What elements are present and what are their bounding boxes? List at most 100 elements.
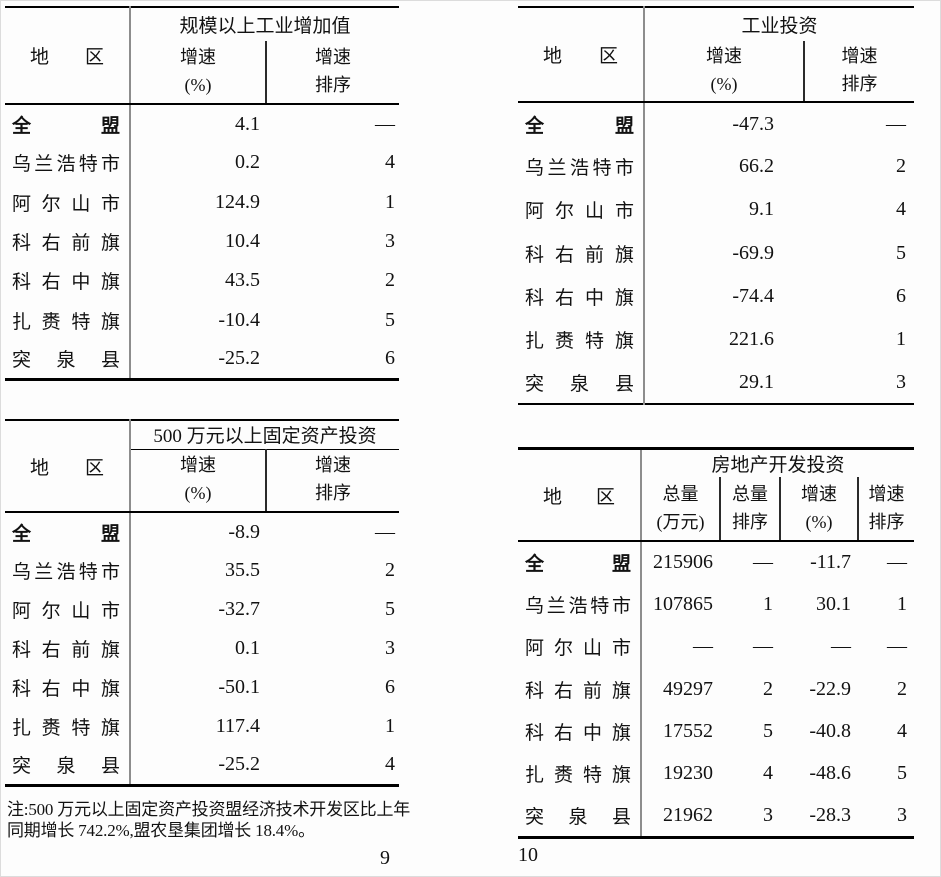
growth-rank-cell: 4 (897, 719, 908, 742)
table-row: 科右前旗 0.1 3 (5, 629, 399, 668)
table-row: 突泉县 -25.2 4 (5, 746, 399, 785)
table-row: 突泉县 21962 3 -28.3 3 (518, 794, 914, 838)
rank-cell: 6 (385, 676, 396, 698)
table-row: 阿尔山市 — — — — (518, 625, 914, 668)
table-row: 全盟 -47.3 — (518, 102, 914, 146)
value-cell: 0.1 (235, 637, 260, 659)
region-header-cell: 地区 (518, 448, 642, 542)
region-cell: 乌兰浩特市 (12, 562, 120, 583)
total-rank-cell: 4 (763, 762, 773, 785)
value-cell: -69.9 (732, 241, 774, 264)
value-cell: 0.2 (235, 151, 260, 174)
rank-cell: — (375, 112, 396, 135)
col-header-growth: 增速 (%) (130, 41, 266, 105)
table-span-title: 房地产开发投资 (711, 455, 845, 476)
col-header-growth: 增速 (%) (779, 477, 858, 542)
total-rank-cell: 2 (763, 677, 773, 700)
region-cell: 科右前旗 (12, 233, 120, 255)
value-cell: -50.1 (218, 676, 260, 698)
value-cell: -32.7 (218, 598, 260, 620)
rank-cell: 4 (385, 151, 396, 174)
table-real-estate-investment: 地区 房地产开发投资 总量 (万元) 总量 排序 增速 (%) 增速 排序 全盟 2159… (518, 447, 915, 839)
region-cell: 扎赉特旗 (12, 311, 120, 333)
total-rank-cell: — (753, 551, 773, 574)
region-header-cell: 地区 (5, 7, 131, 105)
growth-cell: -11.7 (810, 551, 851, 574)
value-cell: 221.6 (729, 328, 774, 351)
table-row: 扎赉特旗 19230 4 -48.6 5 (518, 752, 914, 795)
growth-rank-cell: 2 (897, 677, 908, 700)
rank-cell: 4 (385, 753, 396, 776)
region-cell: 全盟 (12, 115, 120, 137)
region-header-cell: 地区 (5, 420, 131, 513)
page-number-right: 10 (518, 844, 538, 866)
growth-rank-cell: 1 (897, 592, 908, 615)
rank-cell: 5 (385, 598, 396, 620)
region-cell: 科右前旗 (525, 244, 634, 266)
table-row: 乌兰浩特市 107865 1 30.1 1 (518, 583, 914, 626)
col-header-total-rank: 总量 排序 (719, 477, 780, 542)
total-cell: 17552 (663, 719, 713, 742)
rank-cell: 6 (896, 284, 907, 307)
region-header-cell: 地区 (518, 7, 645, 103)
rank-cell: 3 (385, 637, 396, 659)
rank-cell: 2 (385, 559, 396, 581)
total-cell: 19230 (663, 762, 713, 785)
table-row: 全盟 4.1 — (5, 104, 399, 144)
rank-cell: 5 (896, 241, 907, 264)
total-rank-cell: 5 (763, 719, 773, 742)
table-span-title: 规模以上工业增加值 (179, 16, 351, 37)
col-header-growth-rank: 增速 排序 (264, 41, 400, 105)
total-cell: 21962 (663, 803, 713, 826)
rank-cell: 4 (896, 198, 907, 221)
region-header-label: 地区 (30, 457, 104, 479)
value-cell: -25.2 (218, 753, 260, 776)
rank-cell: 1 (385, 715, 396, 737)
table-row: 科右中旗 17552 5 -40.8 4 (518, 710, 914, 753)
col-header-growth-rank: 增速 排序 (856, 477, 915, 542)
region-cell: 全盟 (525, 115, 634, 137)
rank-cell: 1 (896, 328, 907, 351)
value-cell: 66.2 (739, 155, 774, 178)
growth-cell: — (831, 635, 851, 658)
col-header-growth: 增速 (%) (130, 449, 266, 513)
table-row: 科右中旗 -74.4 6 (518, 274, 914, 318)
region-cell: 科右中旗 (12, 272, 120, 294)
value-cell: -47.3 (732, 112, 774, 135)
region-header-label: 地区 (543, 486, 615, 508)
region-cell: 科右中旗 (12, 679, 120, 700)
rank-cell: 2 (896, 155, 907, 178)
region-cell: 乌兰浩特市 (525, 158, 634, 180)
region-cell: 科右中旗 (525, 287, 634, 309)
table-row: 阿尔山市 124.9 1 (5, 182, 399, 222)
region-cell: 科右前旗 (525, 680, 631, 702)
table-row: 扎赉特旗 -10.4 5 (5, 300, 399, 340)
region-cell: 扎赉特旗 (525, 331, 634, 353)
value-cell: -25.2 (218, 347, 260, 370)
table-row: 科右前旗 49297 2 -22.9 2 (518, 667, 914, 711)
footnote: 注:500 万元以上固定资产投资盟经济技术开发区比上年 同期增长 742.2%,… (7, 800, 427, 841)
table-industrial-added-value: 地区 规模以上工业增加值 增速 (%) 增速 排序 全盟 4.1 — 乌兰浩特市 0.2 4… (5, 6, 400, 381)
region-cell: 阿尔山市 (12, 193, 120, 215)
region-cell: 科右前旗 (12, 640, 120, 661)
table-row: 扎赉特旗 221.6 1 (518, 317, 914, 362)
table-row: 阿尔山市 9.1 4 (518, 188, 914, 232)
growth-rank-cell: 3 (897, 803, 908, 826)
region-cell: 全盟 (12, 523, 120, 545)
total-rank-cell: 1 (763, 592, 773, 615)
table-industrial-investment: 地区 工业投资 增速 (%) 增速 排序 全盟 -47.3 — 乌兰浩特市 66.2 2 阿… (518, 6, 915, 406)
total-cell: 107865 (653, 592, 713, 615)
region-cell: 阿尔山市 (12, 601, 120, 622)
value-cell: 4.1 (235, 112, 260, 135)
growth-cell: -28.3 (809, 803, 851, 826)
table-row: 乌兰浩特市 0.2 4 (5, 143, 399, 183)
region-cell: 阿尔山市 (525, 638, 631, 660)
table-row: 乌兰浩特市 66.2 2 (518, 145, 914, 189)
value-cell: 29.1 (739, 370, 774, 393)
value-cell: 43.5 (225, 269, 260, 292)
region-cell: 阿尔山市 (525, 201, 634, 223)
region-cell: 突泉县 (12, 350, 120, 372)
growth-cell: -48.6 (809, 762, 851, 785)
growth-cell: -22.9 (809, 677, 851, 700)
